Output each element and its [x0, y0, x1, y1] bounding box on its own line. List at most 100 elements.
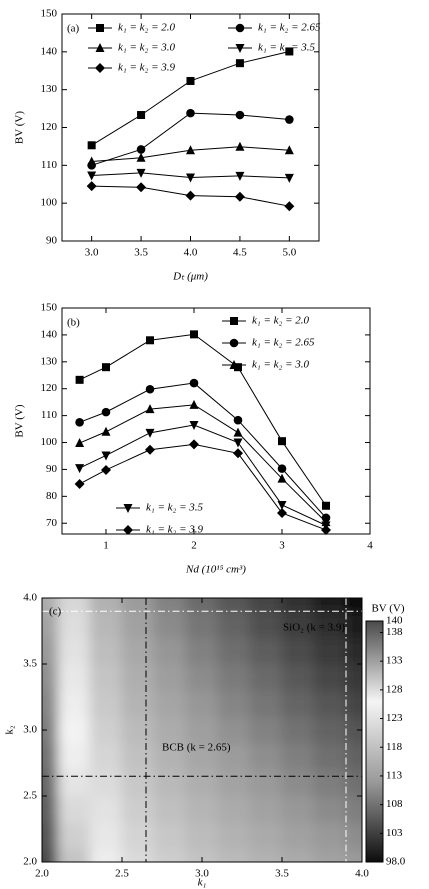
marker — [136, 152, 146, 162]
heatmap-cell — [281, 610, 315, 639]
heatmap-cell — [217, 610, 251, 639]
marker — [235, 59, 244, 68]
heatmap-cell — [249, 663, 283, 691]
marker — [75, 418, 84, 427]
heatmap-cell — [313, 769, 347, 797]
marker — [96, 24, 104, 32]
plot-frame — [61, 307, 371, 535]
heatmap-cell — [345, 716, 362, 744]
heatmap-cell — [249, 742, 283, 771]
heatmap — [42, 598, 362, 862]
heatmap-cell — [249, 716, 283, 744]
heatmap-cell — [153, 795, 187, 823]
heatmap-cell — [42, 848, 59, 862]
heatmap-cell — [153, 610, 187, 639]
heatmap-cell — [185, 795, 219, 823]
x-axis-label: Dₜ (μm) — [172, 271, 208, 283]
heatmap-cell — [249, 637, 283, 665]
legend-label: k₁ = k₂ = 3.9 — [118, 62, 176, 74]
heatmap-cell — [57, 610, 91, 639]
legend-label: k₁ = k₂ = 2.65 — [258, 22, 321, 34]
marker — [229, 360, 239, 369]
marker — [233, 438, 243, 448]
heatmap-cell — [42, 663, 59, 691]
heatmap-cell — [89, 742, 123, 771]
marker — [137, 111, 146, 120]
heatmap-cell — [153, 689, 187, 718]
heatmap-cell — [281, 637, 315, 665]
marker — [235, 141, 245, 151]
heatmap-cell — [185, 689, 219, 718]
marker — [189, 378, 199, 388]
marker — [285, 47, 294, 56]
heatmap-cell — [281, 848, 315, 862]
heatmap-cell — [57, 637, 91, 665]
heatmap-cell — [185, 769, 219, 797]
y-tick-label: 140 — [41, 328, 58, 340]
heatmap-cell — [89, 610, 123, 639]
y-tick-label: 90 — [46, 235, 58, 247]
heatmap-cell — [121, 795, 155, 823]
marker — [284, 145, 294, 155]
heatmap-cell — [313, 795, 347, 823]
heatmap-cell — [89, 716, 123, 744]
x-axis-label: Nd (10¹⁵ cm³) — [185, 564, 246, 576]
heatmap-cell — [185, 716, 219, 744]
marker — [189, 399, 199, 409]
marker — [235, 44, 245, 53]
heatmap-cell — [281, 598, 315, 612]
heatmap-cell — [313, 716, 347, 744]
marker — [102, 363, 110, 372]
heatmap-cell — [249, 795, 283, 823]
heatmap-cell — [281, 689, 315, 718]
heatmap-cell — [121, 769, 155, 797]
annotation: SiO₂ (k = 3.9) — [283, 622, 345, 634]
y-tick-label: 120 — [41, 382, 58, 394]
legend-label: k₁ = k₂ = 2.0 — [252, 315, 310, 327]
heatmap-cell — [281, 795, 315, 823]
x-tick-label: 3.0 — [85, 247, 99, 259]
heatmap-cell — [249, 610, 283, 639]
marker — [136, 168, 146, 178]
heatmap-cell — [57, 598, 91, 612]
heatmap-cell — [249, 848, 283, 862]
marker — [190, 330, 198, 339]
y-tick-label: 3.0 — [23, 724, 37, 736]
y-tick-label: 130 — [41, 83, 58, 95]
heatmap-cell — [281, 821, 315, 850]
heatmap-cell — [89, 795, 123, 823]
heatmap-cell — [153, 663, 187, 691]
heatmap-cell — [89, 637, 123, 665]
x-tick-label: 4 — [367, 540, 373, 552]
heatmap-cell — [42, 637, 59, 665]
heatmap-cell — [185, 742, 219, 771]
legend-label: k₁ = k₂ = 3.5 — [258, 42, 316, 54]
heatmap-cell — [345, 610, 362, 639]
heatmap-cell — [217, 598, 251, 612]
marker — [95, 63, 105, 73]
marker — [101, 407, 111, 417]
x-axis-label: k₁ — [198, 877, 207, 889]
legend-label: k₁ = k₂ = 2.65 — [252, 337, 315, 349]
heatmap-cell — [42, 795, 59, 823]
heatmap-cell — [153, 848, 187, 862]
heatmap-cell — [281, 663, 315, 691]
marker — [229, 338, 239, 348]
marker — [230, 317, 238, 325]
marker — [277, 473, 287, 483]
y-tick-label: 70 — [46, 517, 58, 529]
y-tick-label: 4.0 — [23, 592, 37, 604]
colorbar-tick-label: 133 — [386, 655, 403, 667]
y-tick-label: 80 — [46, 490, 58, 502]
marker — [101, 426, 111, 436]
heatmap-cell — [121, 637, 155, 665]
y-tick-label: 100 — [41, 436, 58, 448]
colorbar — [365, 620, 384, 863]
heatmap-cells — [42, 598, 362, 862]
heatmap-cell — [249, 821, 283, 850]
panel-label: (b) — [67, 317, 80, 329]
y-tick-label: 2.0 — [23, 856, 37, 868]
heatmap-cell — [57, 848, 91, 862]
heatmap-cell — [153, 821, 187, 850]
